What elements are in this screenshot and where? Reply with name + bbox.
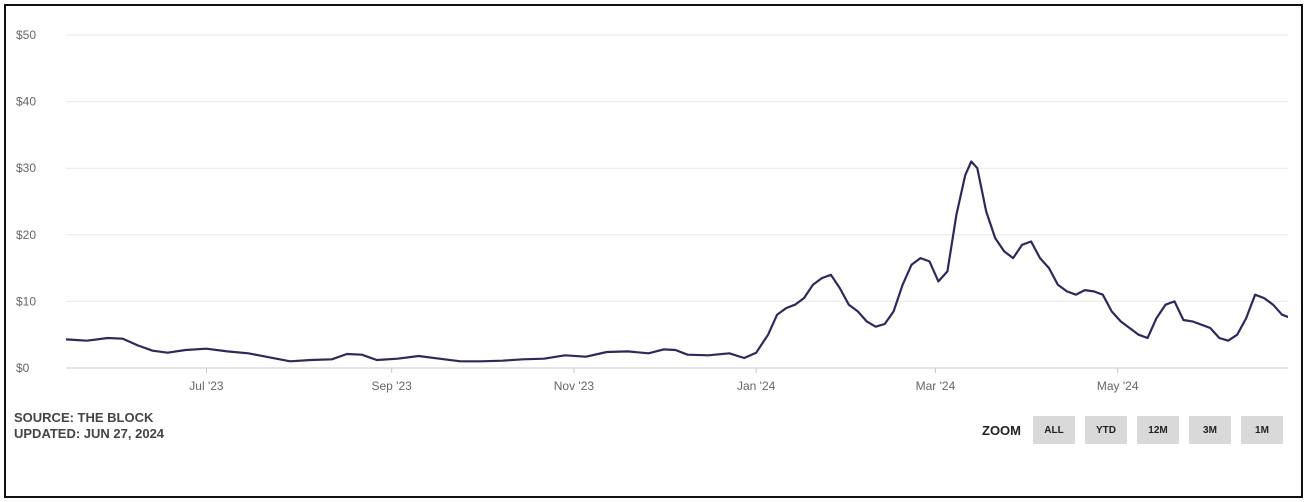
zoom-ytd-button[interactable]: YTD [1085,416,1127,444]
zoom-1m-button[interactable]: 1M [1241,416,1283,444]
x-tick-label: May '24 [1097,379,1139,393]
zoom-all-button[interactable]: ALL [1033,416,1075,444]
y-tick-label: $30 [16,161,36,175]
source-credit: SOURCE: THE BLOCK [14,410,154,425]
line-chart: $0 $10 $20 $30 $40 $50 Jul '23 Sep '23 Nov '23 Ja… [16,28,1288,393]
x-tick-label: Sep '23 [372,379,413,393]
chart-container: $0 $10 $20 $30 $40 $50 Jul '23 Sep '23 Nov '23 Ja… [4,4,1303,498]
y-tick-label: $20 [16,228,36,242]
zoom-3m-button[interactable]: 3M [1189,416,1231,444]
y-tick-label: $0 [16,361,30,375]
x-tick-label: Nov '23 [554,379,595,393]
chart-credits: SOURCE: THE BLOCK UPDATED: JUN 27, 2024 [14,410,164,442]
y-tick-label: $10 [16,294,36,308]
x-tick-label: Jul '23 [189,379,224,393]
updated-credit: UPDATED: JUN 27, 2024 [14,426,165,441]
zoom-12m-button[interactable]: 12M [1137,416,1179,444]
series-line [66,160,1288,363]
zoom-controls: ZOOM ALL YTD 12M 3M 1M [982,416,1283,444]
zoom-label: ZOOM [982,422,1021,438]
x-tick-label: Mar '24 [916,379,956,393]
y-tick-label: $50 [16,28,36,42]
y-tick-label: $40 [16,95,36,109]
x-tick-label: Jan '24 [737,379,776,393]
